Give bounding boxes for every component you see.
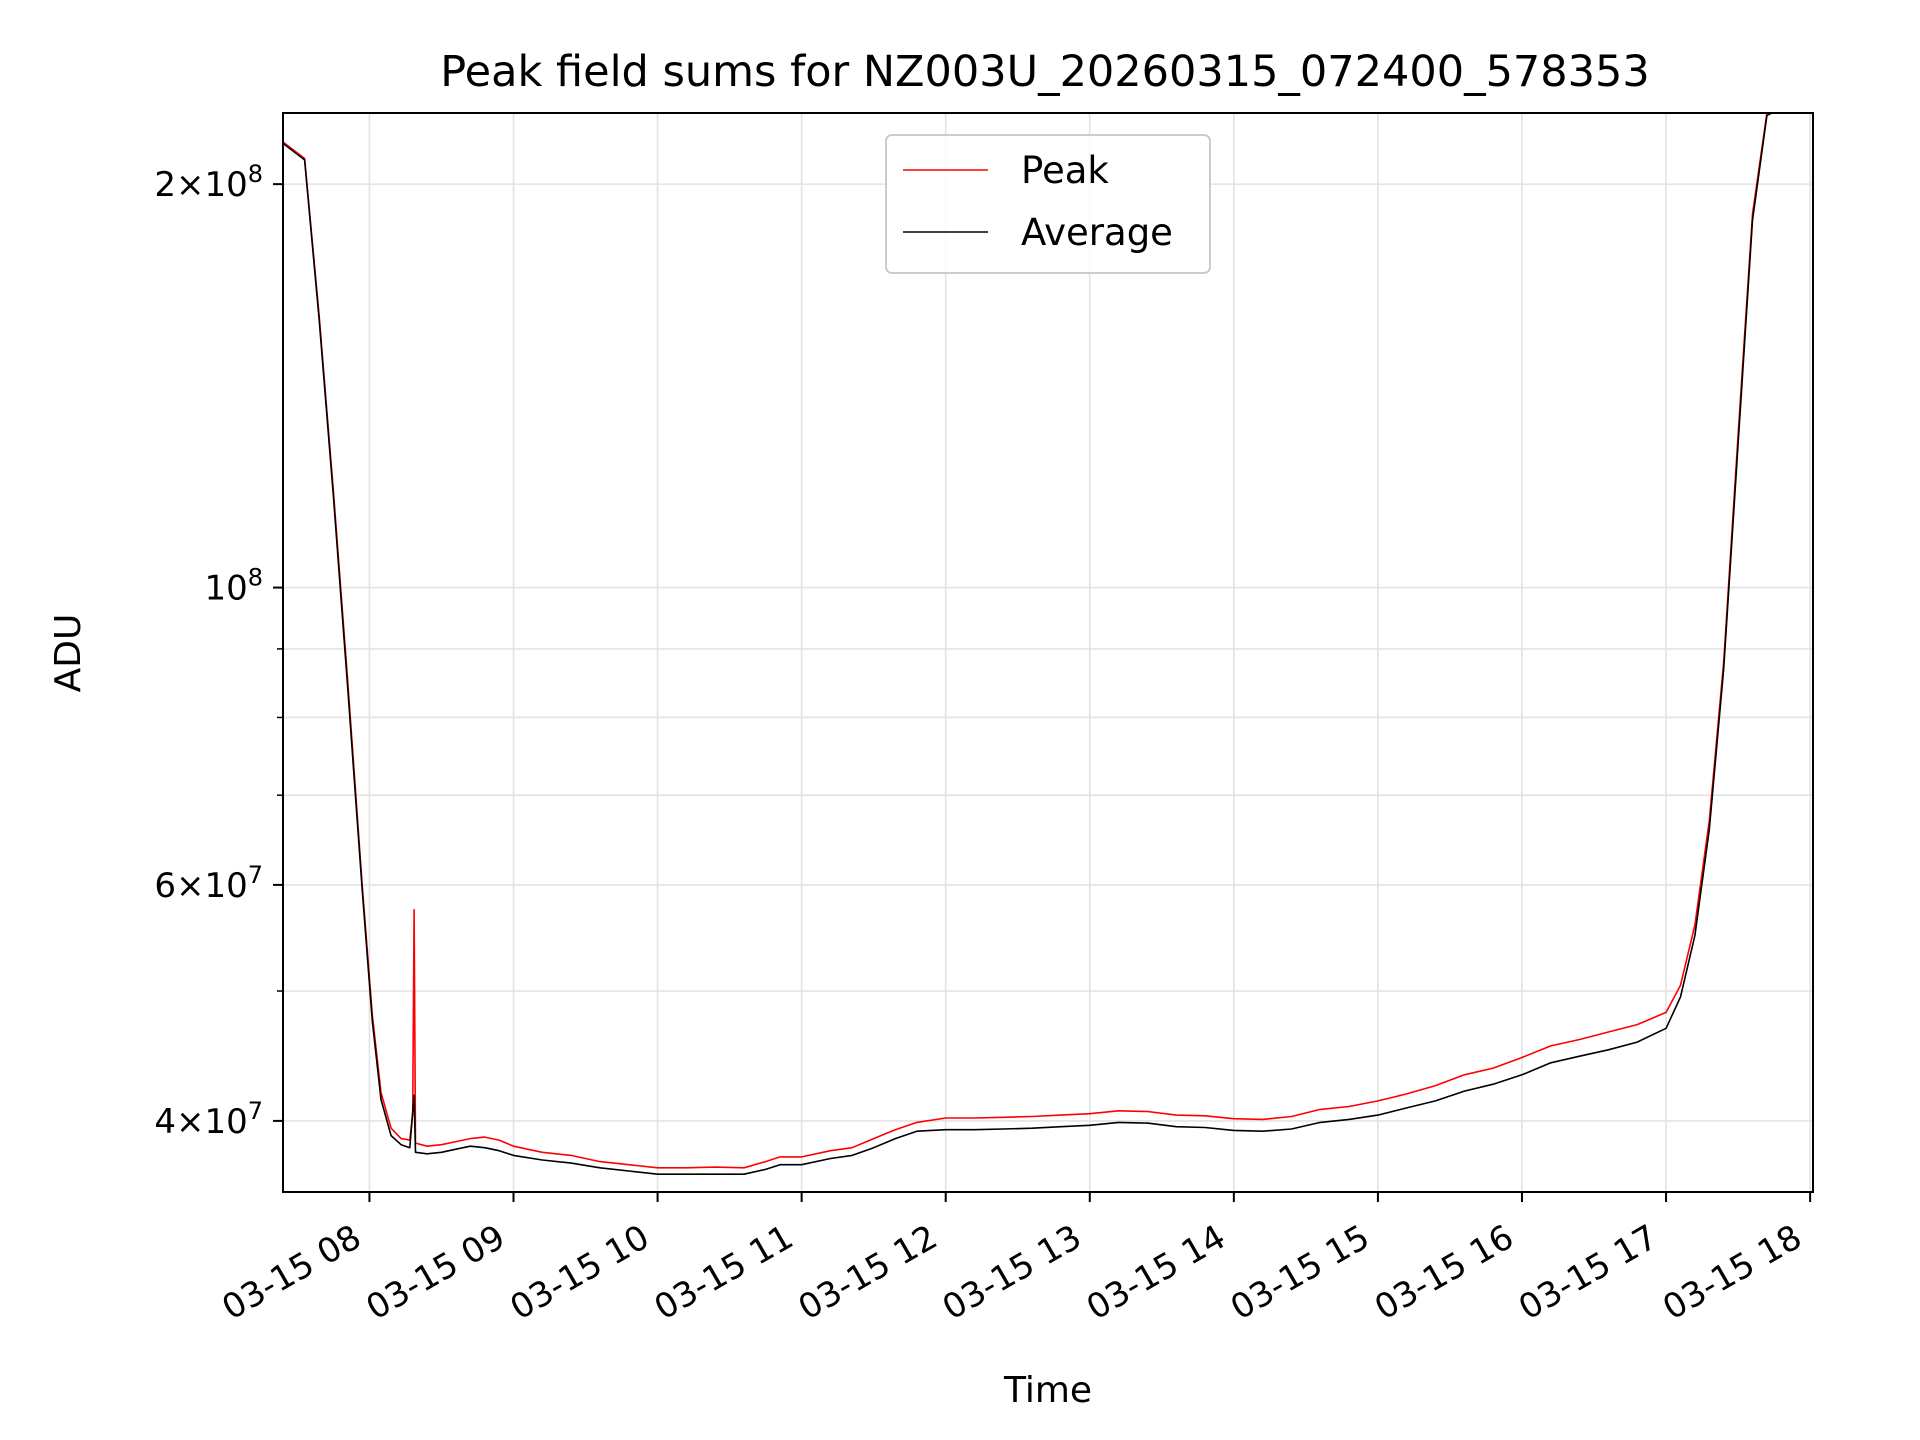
y-tick-label: 6×107 [154, 861, 263, 906]
y-tick-label: 4×107 [154, 1097, 263, 1142]
y-tick-label: 108 [204, 564, 263, 609]
y-axis-label: ADU [48, 614, 89, 693]
series-line-average [283, 113, 1774, 1175]
legend-label-peak: Peak [1021, 149, 1109, 192]
legend-label-average: Average [1021, 211, 1173, 254]
plot-background [283, 113, 1813, 1192]
legend: Peak Average [885, 134, 1211, 274]
chart-title: Peak field sums for NZ003U_20260315_0724… [440, 47, 1649, 97]
x-axis-label: Time [1003, 1370, 1092, 1411]
y-tick-label: 2×108 [154, 160, 263, 205]
plot-frame [282, 112, 1814, 1193]
series-layer [283, 113, 1774, 1175]
